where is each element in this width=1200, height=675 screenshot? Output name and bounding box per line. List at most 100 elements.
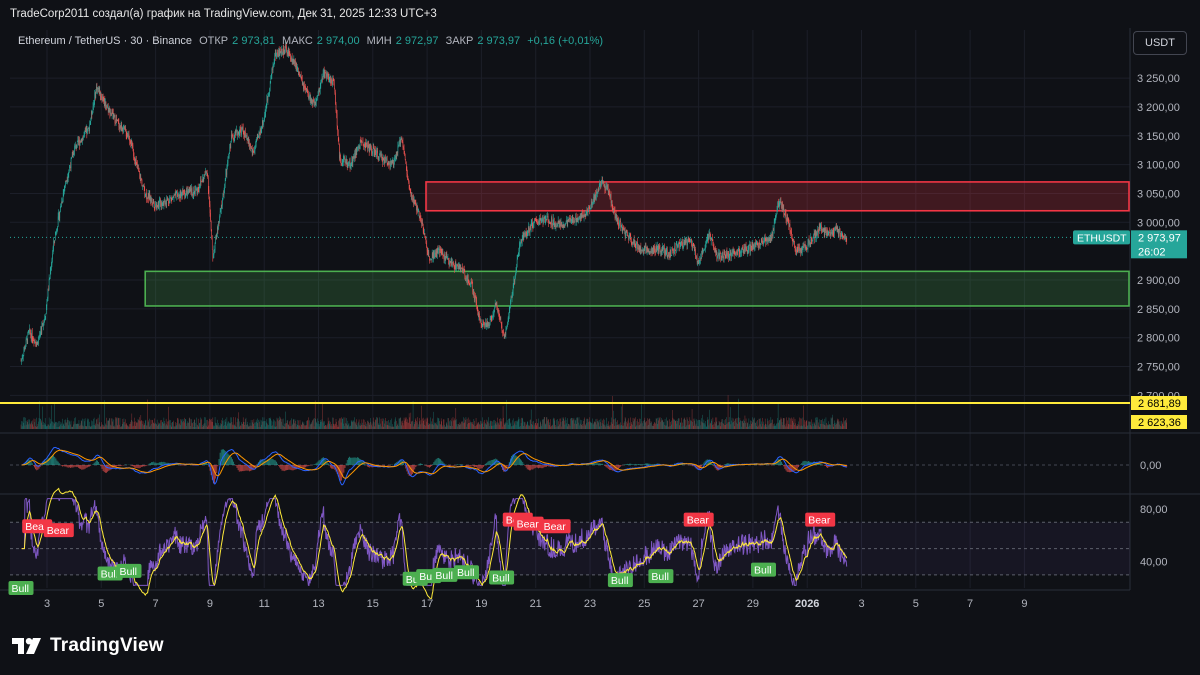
volume-bar — [574, 419, 576, 429]
volume-bar — [471, 422, 472, 429]
candle-body — [47, 288, 49, 299]
candle-body — [30, 334, 32, 339]
volume-bar — [686, 425, 687, 429]
candle-body — [313, 99, 314, 102]
candle-body — [48, 288, 49, 290]
candle-body — [776, 214, 777, 216]
volume-bar — [402, 420, 403, 429]
volume-bar — [370, 421, 372, 429]
volume-bar — [631, 423, 633, 429]
oscillator-histogram-bar — [536, 465, 538, 468]
chart-canvas[interactable]: 3 250,003 200,003 150,003 100,003 050,00… — [0, 28, 1200, 620]
volume-bar — [188, 422, 189, 429]
oscillator-histogram-bar — [590, 463, 592, 465]
candle-body — [410, 189, 411, 191]
candle-body — [747, 250, 748, 253]
oscillator-histogram-bar — [387, 465, 389, 466]
candle-body — [606, 185, 608, 190]
candle-body — [87, 128, 89, 130]
candle-body — [562, 224, 563, 227]
volume-bar — [226, 425, 227, 429]
candle-body — [185, 192, 187, 195]
candle-body — [582, 210, 583, 218]
volume-bar — [363, 419, 364, 429]
candle-body — [197, 187, 199, 190]
price-tick-label: 3 250,00 — [1137, 73, 1180, 85]
candle-body — [416, 206, 418, 211]
volume-bar — [29, 423, 31, 429]
candle-body — [177, 192, 178, 195]
volume-bar — [783, 418, 784, 429]
candle-body — [361, 141, 363, 143]
volume-bar — [690, 419, 691, 429]
candle-body — [557, 220, 559, 225]
volume-bar — [607, 423, 608, 429]
oscillator-histogram-bar — [125, 464, 127, 465]
volume-bar — [427, 418, 428, 429]
volume-bar — [628, 418, 629, 429]
candles — [20, 40, 848, 365]
candle-body — [78, 139, 79, 143]
candle-body — [127, 135, 128, 136]
candle-body — [197, 187, 198, 193]
candle-body — [402, 142, 404, 148]
candle-body — [262, 120, 264, 126]
volume-bar — [829, 424, 830, 429]
volume-bar — [93, 419, 94, 429]
candle-body — [654, 247, 655, 251]
volume-bar — [668, 426, 670, 429]
candle-body — [430, 259, 432, 261]
volume-bar — [567, 418, 568, 429]
volume-bar — [273, 419, 274, 429]
candle-body — [388, 161, 390, 165]
candle-body — [494, 307, 495, 313]
volume-bar — [737, 423, 738, 429]
candle-body — [489, 318, 491, 325]
volume-bar — [666, 417, 667, 429]
volume-bar — [91, 426, 93, 429]
candle-body — [712, 237, 713, 240]
candle-body — [593, 196, 594, 202]
volume-bar — [461, 421, 462, 429]
volume-bar — [494, 423, 496, 429]
oscillator-histogram-bar — [251, 465, 253, 471]
volume-bar — [138, 420, 140, 429]
volume-bar — [197, 425, 198, 429]
volume-bar — [515, 420, 516, 429]
volume-bar — [122, 424, 123, 429]
candle-body — [772, 231, 773, 237]
candle-body — [145, 195, 146, 197]
candle-body — [596, 191, 597, 197]
volume-bar — [154, 423, 156, 429]
volume-bar — [250, 419, 252, 429]
candle-body — [817, 230, 819, 232]
candle-body — [190, 188, 191, 191]
volume-bar — [424, 419, 426, 429]
candle-body — [420, 217, 422, 221]
candle-body — [806, 248, 808, 250]
volume-bar — [580, 419, 581, 429]
volume-bar — [391, 418, 392, 429]
volume-bar — [483, 426, 484, 429]
candle-body — [88, 128, 90, 132]
candle-body — [424, 233, 425, 234]
volume-bar — [811, 419, 812, 429]
candle-body — [84, 131, 86, 133]
oscillator-histogram-bar — [131, 465, 133, 467]
candle-body — [808, 239, 809, 244]
candle-body — [96, 86, 98, 91]
volume-bar — [763, 421, 764, 429]
candle-body — [510, 297, 512, 300]
volume-bar — [641, 404, 642, 429]
candle-body — [342, 162, 343, 164]
candle-body — [839, 228, 840, 230]
volume-bar — [733, 421, 734, 429]
candle-body — [311, 98, 312, 103]
candle-body — [308, 97, 310, 99]
candle-body — [74, 147, 75, 155]
volume-bar — [173, 420, 174, 429]
candle-body — [442, 251, 443, 255]
candle-body — [320, 81, 322, 87]
volume-bar — [600, 418, 602, 429]
volume-bar — [353, 420, 354, 429]
